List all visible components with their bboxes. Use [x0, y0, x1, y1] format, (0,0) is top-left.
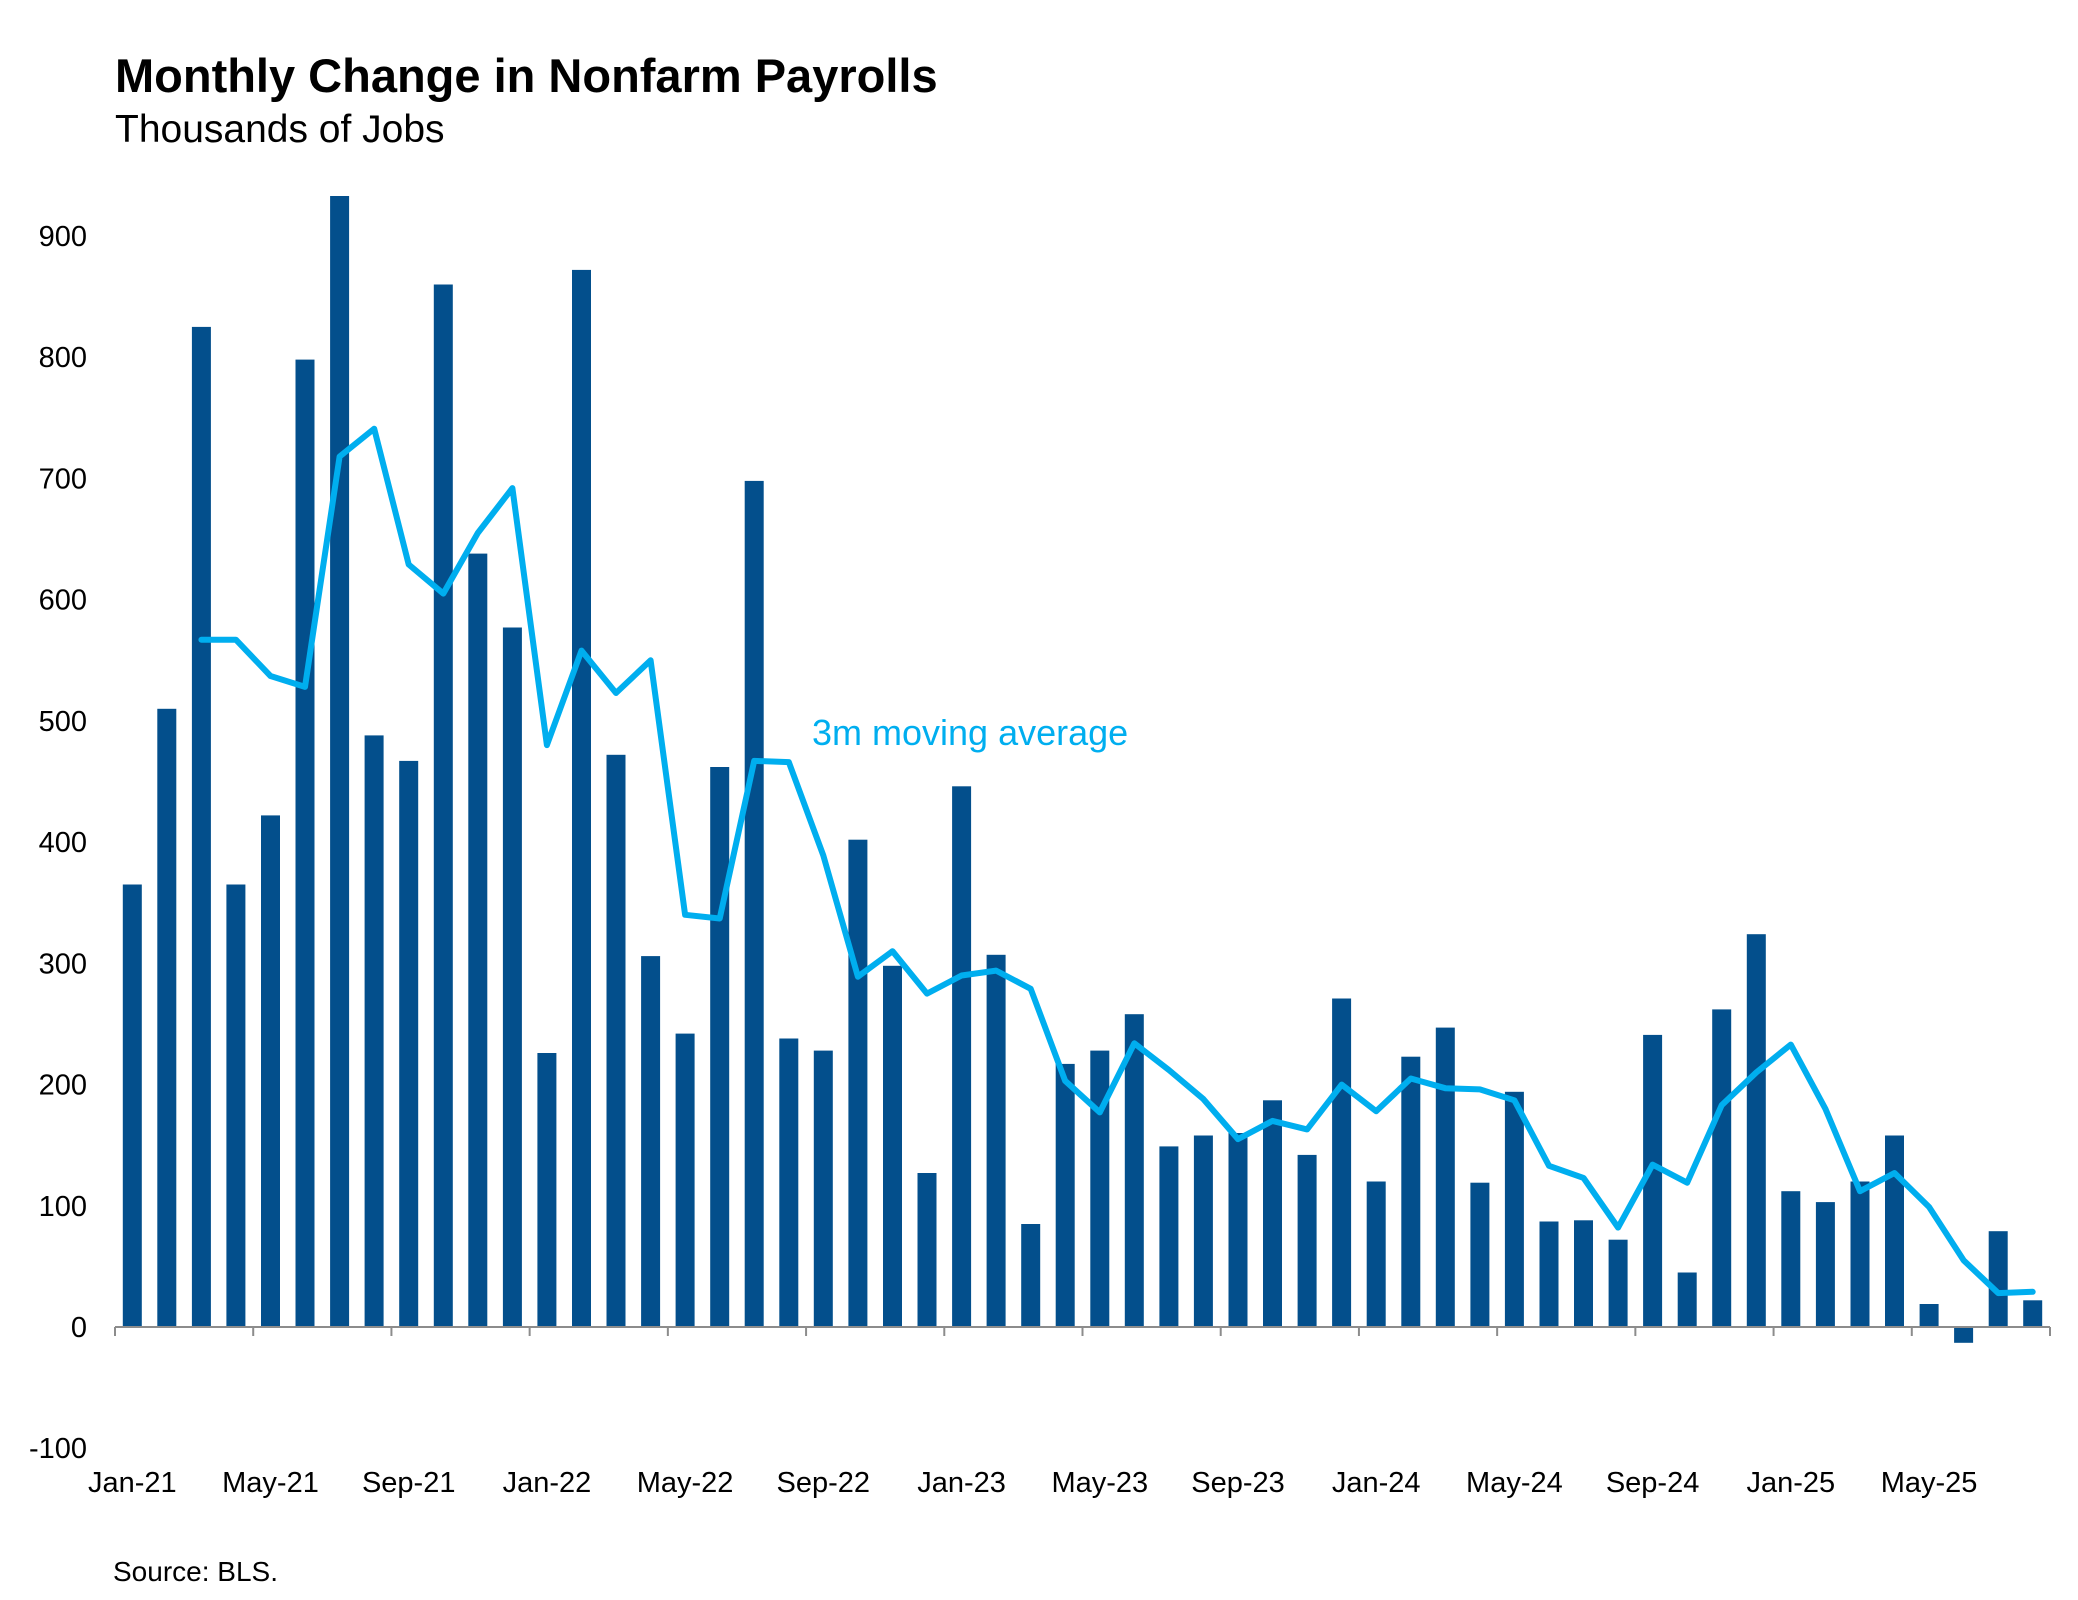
bar-Jan-21	[122, 884, 142, 1327]
bar-Mar-25	[1850, 1181, 1870, 1327]
y-tick-label: 800	[39, 342, 87, 374]
bar-Oct-23	[1263, 1100, 1282, 1327]
x-tick-label: Sep-24	[1606, 1467, 1700, 1499]
x-tick-label: May-25	[1881, 1467, 1978, 1499]
bar-Apr-25	[1885, 1135, 1904, 1327]
bar-Nov-22	[883, 965, 902, 1327]
bar-Jun-25	[1954, 1327, 1974, 1343]
bar-Dec-21	[502, 627, 522, 1327]
bar-Sep-21	[399, 760, 419, 1327]
bar-May-22	[675, 1033, 695, 1327]
y-tick-label: 700	[39, 463, 87, 495]
bar-May-24	[1504, 1091, 1524, 1327]
bar-Jul-22	[744, 480, 764, 1327]
x-axis-labels: Jan-21 May-21 Sep-21 Jan-22 May-22 Sep-22 Jan-…	[88, 1467, 1977, 1499]
x-tick-label: Sep-22	[777, 1467, 871, 1499]
y-tick-label: -100	[29, 1433, 87, 1465]
bar-Jul-23	[1159, 1146, 1179, 1327]
x-tick-label: May-21	[222, 1467, 319, 1499]
bar-Dec-23	[1332, 998, 1352, 1327]
chart-title: Monthly Change in Nonfarm Payrolls	[115, 49, 938, 102]
x-tick-label: Jan-21	[88, 1467, 177, 1499]
bar-Aug-24	[1608, 1239, 1628, 1327]
bar-Aug-22	[779, 1038, 799, 1327]
bar-Jul-25	[1988, 1231, 2008, 1327]
bar-Apr-24	[1470, 1182, 1490, 1327]
bar-Feb-24	[1401, 1056, 1421, 1327]
bar-Nov-24	[1712, 1009, 1732, 1327]
bar-Mar-22	[606, 754, 626, 1327]
bar-Aug-25	[2023, 1300, 2043, 1327]
bar-Jun-24	[1539, 1221, 1559, 1327]
bar-Jan-23	[952, 786, 972, 1327]
bar-Jul-24	[1574, 1220, 1593, 1327]
chart-subtitle: Thousands of Jobs	[115, 108, 445, 151]
bar-Mar-24	[1435, 1027, 1455, 1327]
bar-Aug-21	[364, 735, 384, 1327]
bar-Sep-23	[1228, 1133, 1248, 1327]
bar-May-25	[1919, 1304, 1939, 1327]
bar-Jun-21	[295, 359, 315, 1328]
bar-Oct-22	[848, 839, 868, 1327]
moving-average-label: 3m moving average	[812, 712, 1128, 753]
x-tick-label: Jan-24	[1332, 1467, 1421, 1499]
x-tick-label: Jan-25	[1746, 1467, 1835, 1499]
bar-Feb-23	[986, 954, 1006, 1327]
bar-Apr-23	[1055, 1063, 1075, 1327]
bar-Apr-21	[226, 884, 246, 1327]
bar-Jun-23	[1124, 1014, 1144, 1327]
y-tick-label: 100	[39, 1191, 87, 1223]
bar-Oct-21	[433, 284, 453, 1327]
bar-Oct-24	[1677, 1272, 1697, 1327]
y-tick-label: 600	[39, 585, 87, 617]
bars-layer	[122, 196, 2043, 1343]
bar-Jul-21	[330, 196, 350, 1327]
source-note: Source: BLS.	[113, 1556, 278, 1587]
bar-Feb-21	[157, 708, 177, 1327]
bar-Aug-23	[1193, 1135, 1213, 1327]
bar-Jan-24	[1366, 1181, 1386, 1327]
bar-Jun-22	[710, 767, 730, 1327]
moving-average-line	[198, 425, 2036, 1297]
bar-Sep-24	[1643, 1034, 1663, 1327]
bar-Feb-25	[1815, 1202, 1835, 1327]
bar-Jan-25	[1781, 1191, 1801, 1327]
bar-Mar-23	[1021, 1224, 1041, 1327]
x-tick-label: Sep-23	[1191, 1467, 1285, 1499]
bar-Dec-22	[917, 1173, 937, 1327]
bar-Nov-23	[1297, 1154, 1317, 1327]
y-tick-label: 300	[39, 948, 87, 980]
bar-Sep-22	[813, 1050, 833, 1327]
x-axis-ticks	[114, 1327, 2051, 1336]
bar-May-23	[1090, 1050, 1110, 1327]
y-tick-label: 0	[71, 1312, 87, 1344]
x-tick-label: Sep-21	[362, 1467, 456, 1499]
x-tick-label: May-23	[1051, 1467, 1148, 1499]
y-tick-label: 400	[39, 827, 87, 859]
bar-Dec-24	[1746, 934, 1766, 1327]
bar-Apr-22	[641, 956, 661, 1327]
y-axis-labels: 900 800 700 600 500 400 300 200 100 0 -100	[29, 221, 87, 1465]
y-tick-label: 200	[39, 1070, 87, 1102]
bar-Mar-21	[191, 326, 211, 1327]
x-tick-label: May-24	[1466, 1467, 1563, 1499]
x-tick-label: May-22	[637, 1467, 734, 1499]
bar-Jan-22	[537, 1053, 557, 1327]
x-tick-label: Jan-23	[917, 1467, 1006, 1499]
bar-May-21	[261, 815, 280, 1327]
bar-Feb-22	[572, 269, 591, 1327]
y-tick-label: 500	[39, 706, 87, 738]
y-tick-label: 900	[39, 221, 87, 253]
bar-Nov-21	[468, 553, 488, 1327]
x-tick-label: Jan-22	[503, 1467, 592, 1499]
